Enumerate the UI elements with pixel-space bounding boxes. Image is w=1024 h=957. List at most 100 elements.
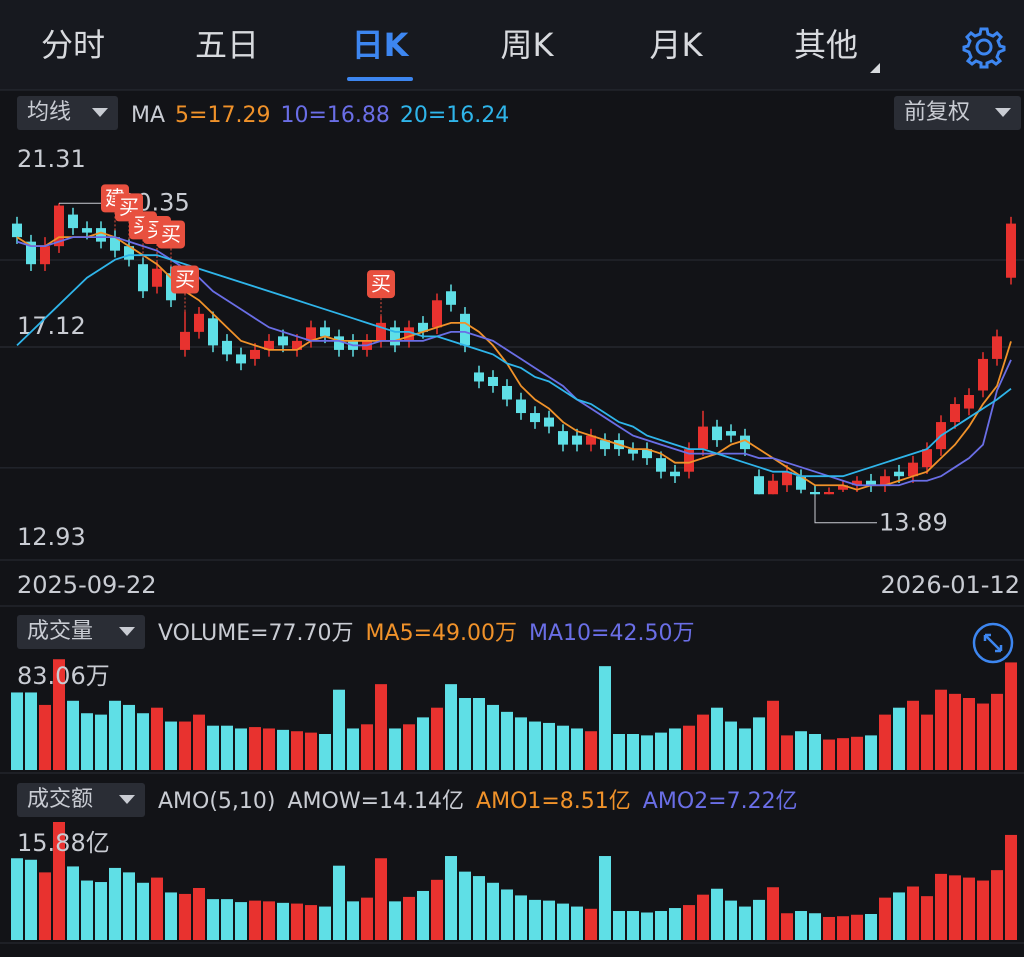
volume-bar [403, 724, 415, 770]
volume-bar [515, 717, 527, 770]
volume-bar [137, 713, 149, 770]
tab[interactable]: 日K [352, 26, 410, 64]
volume-bar [907, 886, 919, 940]
volume-bar [319, 734, 331, 770]
candle-body [670, 471, 680, 477]
volume-bar [361, 724, 373, 770]
candle-body [558, 431, 568, 445]
volume-bar [179, 721, 191, 770]
volume-bar [641, 912, 653, 940]
volume-bar [277, 902, 289, 940]
volume-bar [837, 916, 849, 940]
sub-legend: MA10=42.50万 [529, 621, 694, 646]
tab[interactable]: 分时 [41, 26, 105, 64]
volume-bar [81, 880, 93, 940]
volume-bar [501, 711, 513, 770]
expand-icon[interactable] [972, 622, 1014, 664]
volume-bar [865, 913, 877, 940]
volume-bar [95, 882, 107, 940]
candle-body [908, 462, 918, 477]
tab[interactable]: 周K [501, 26, 555, 64]
tab[interactable]: 其他 [794, 26, 858, 64]
candle-body [222, 340, 232, 355]
volume-bar [529, 721, 541, 770]
volume-bar [725, 900, 737, 940]
volume-bar [67, 700, 79, 770]
sub-dropdown-button[interactable] [17, 615, 145, 649]
volume-bar [837, 738, 849, 770]
candle-body [250, 349, 260, 359]
volume-bar [627, 911, 639, 940]
volume-bar [949, 693, 961, 770]
sub-dropdown-button[interactable] [17, 783, 145, 817]
ma-dropdown-label: 均线 [27, 100, 71, 125]
volume-bar [193, 887, 205, 940]
candle-body [138, 264, 148, 292]
volume-bar [809, 913, 821, 940]
y-tick-label: 15.88亿 [17, 829, 110, 857]
volume-bar [305, 905, 317, 940]
candle-body [460, 313, 470, 346]
candle-body [334, 336, 344, 350]
adjust-dropdown-button[interactable] [894, 96, 1021, 130]
y-tick-label: 21.31 [17, 145, 86, 173]
volume-bar [431, 879, 443, 940]
ma-dropdown-button[interactable] [17, 96, 118, 130]
legend-item: 20=16.24 [400, 103, 509, 128]
legend-item: 10=16.88 [280, 103, 389, 128]
candle-body [194, 313, 204, 332]
volume-bar [613, 911, 625, 940]
volume-bar [67, 866, 79, 940]
candle-body [880, 476, 890, 486]
volume-bar [221, 899, 233, 940]
tab-bar [0, 0, 1024, 90]
candle-body [376, 322, 386, 341]
volume-bar [417, 717, 429, 770]
candle-body [586, 435, 596, 445]
volume-bar [403, 896, 415, 940]
volume-bar [263, 728, 275, 770]
candle-body [754, 476, 764, 495]
candle-body [488, 376, 498, 386]
volume-bar [53, 822, 65, 940]
candle-body [894, 471, 904, 477]
volume-bar [879, 897, 891, 940]
volume-bar [991, 693, 1003, 770]
volume-bar [165, 892, 177, 940]
low-leader [814, 494, 877, 524]
legend-label: MA [131, 103, 165, 128]
volume-bar [179, 893, 191, 940]
sub-legend: AMO(5,10) [158, 789, 276, 814]
tab[interactable]: 月K [650, 26, 704, 64]
more-triangle [870, 63, 880, 73]
volume-bar [557, 903, 569, 940]
candle-body [740, 435, 750, 450]
volume-bar [319, 906, 331, 940]
candle-body [292, 340, 302, 350]
volume-bar [655, 911, 667, 940]
volume-bar [207, 899, 219, 940]
x-start-label: 2025-09-22 [17, 571, 156, 599]
volume-bar [25, 859, 37, 940]
signal-label: 买 [175, 267, 195, 291]
volume-bar [207, 725, 219, 770]
candle-body [544, 417, 554, 427]
expand-arrows [983, 633, 1003, 653]
volume-bar [921, 714, 933, 770]
tab[interactable]: 五日 [195, 26, 259, 64]
volume-bar [543, 900, 555, 940]
volume-bar [515, 895, 527, 940]
volume-bar [599, 856, 611, 940]
sub-legend: AMOW=14.14亿 [288, 789, 465, 814]
volume-bar [445, 684, 457, 770]
settings-icon[interactable] [962, 27, 1006, 69]
candle-body [152, 268, 162, 287]
ma-line [16, 254, 1012, 478]
volume-bar [95, 714, 107, 770]
volume-bar [81, 713, 93, 770]
candle-body [40, 246, 50, 265]
volume-bar [431, 707, 443, 770]
candle-body [124, 246, 134, 260]
candle-body [628, 449, 638, 454]
volume-bar [291, 731, 303, 770]
